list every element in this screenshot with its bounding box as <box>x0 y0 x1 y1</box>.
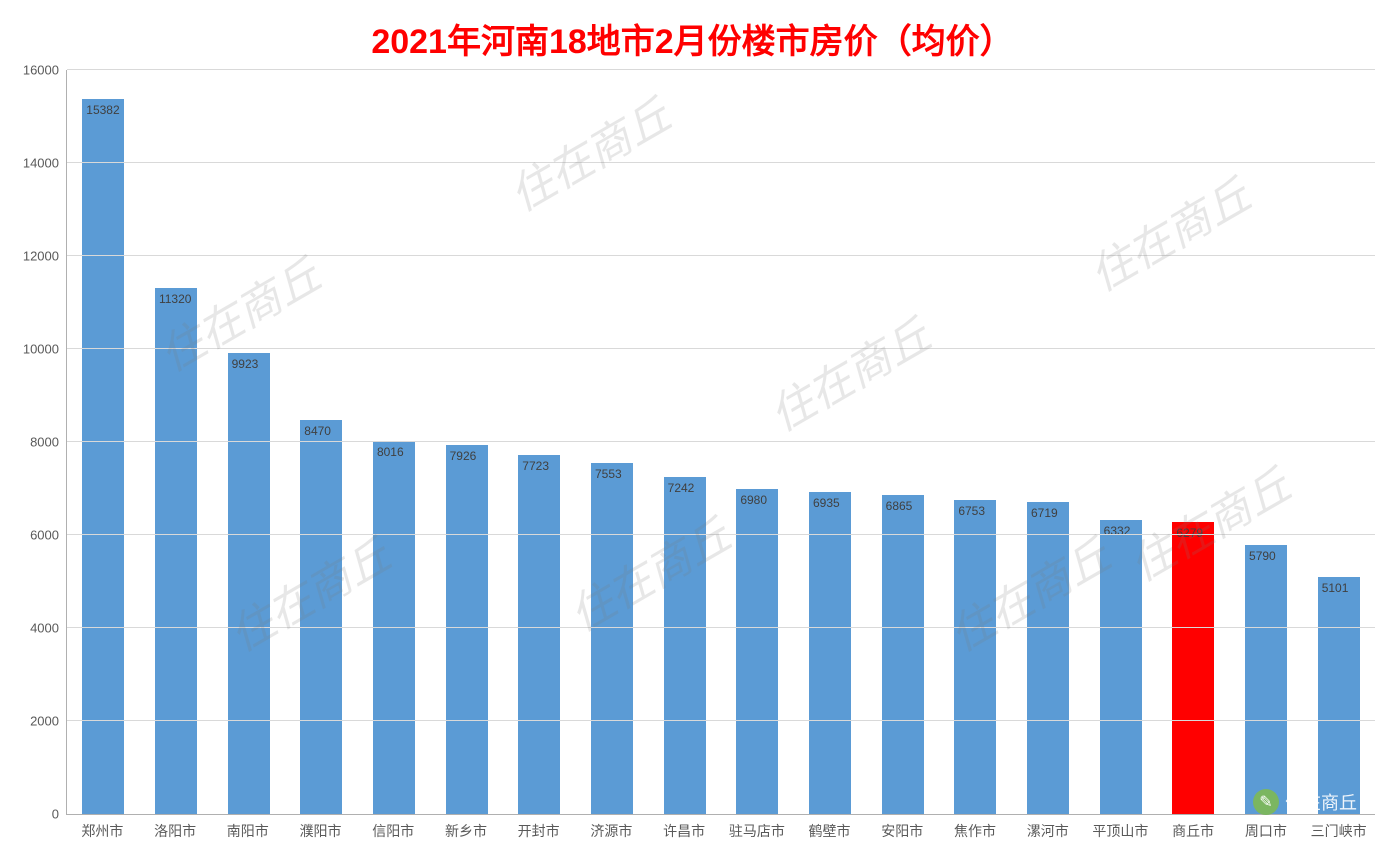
bar-slot: 6279 <box>1157 70 1230 814</box>
y-tick-label: 10000 <box>23 342 67 357</box>
bar-slot: 7926 <box>430 70 503 814</box>
y-tick-label: 6000 <box>30 528 67 543</box>
bar: 6279 <box>1172 522 1214 814</box>
x-tick-label: 许昌市 <box>648 815 721 845</box>
x-tick-label: 济源市 <box>575 815 648 845</box>
bar-value-label: 7926 <box>450 449 477 463</box>
y-tick-label: 2000 <box>30 714 67 729</box>
plot-area: 15382 11320 9923 8470 8016 7926 7723 7553 7242 69… <box>66 70 1375 815</box>
x-tick-label: 焦作市 <box>939 815 1012 845</box>
x-tick-label: 濮阳市 <box>284 815 357 845</box>
bars-container: 15382 11320 9923 8470 8016 7926 7723 7553 7242 69… <box>67 70 1375 814</box>
bar-slot: 5790 <box>1230 70 1303 814</box>
bar-slot: 9923 <box>212 70 285 814</box>
bar-value-label: 7553 <box>595 467 622 481</box>
gridline: 16000 <box>67 69 1375 70</box>
bar-slot: 7242 <box>648 70 721 814</box>
x-tick-label: 漯河市 <box>1011 815 1084 845</box>
x-tick-label: 开封市 <box>502 815 575 845</box>
gridline: 8000 <box>67 441 1375 442</box>
bar: 6935 <box>809 492 851 814</box>
bar-slot: 5101 <box>1302 70 1375 814</box>
x-tick-label: 南阳市 <box>211 815 284 845</box>
x-tick-label: 安阳市 <box>866 815 939 845</box>
bar-slot: 6332 <box>1084 70 1157 814</box>
bar: 11320 <box>155 288 197 814</box>
x-tick-label: 洛阳市 <box>139 815 212 845</box>
bar-slot: 6719 <box>1012 70 1085 814</box>
gridline: 6000 <box>67 534 1375 535</box>
bar-value-label: 15382 <box>86 103 119 117</box>
x-tick-label: 三门峡市 <box>1302 815 1375 845</box>
gridline: 4000 <box>67 627 1375 628</box>
bar: 7723 <box>518 455 560 814</box>
chart-title: 2021年河南18地市2月份楼市房价（均价） <box>0 0 1385 63</box>
x-axis-labels: 郑州市洛阳市南阳市濮阳市信阳市新乡市开封市济源市许昌市驻马店市鹤壁市安阳市焦作市… <box>66 815 1375 845</box>
bar: 9923 <box>228 353 270 814</box>
bar: 7926 <box>446 445 488 814</box>
bar: 5790 <box>1245 545 1287 814</box>
y-tick-label: 4000 <box>30 621 67 636</box>
bar-value-label: 9923 <box>232 357 259 371</box>
bar-value-label: 5790 <box>1249 549 1276 563</box>
bar-slot: 7553 <box>576 70 649 814</box>
y-tick-label: 8000 <box>30 435 67 450</box>
bar: 6332 <box>1100 520 1142 814</box>
x-tick-label: 平顶山市 <box>1084 815 1157 845</box>
gridline: 0 <box>67 813 1375 814</box>
bar-value-label: 8016 <box>377 445 404 459</box>
bar: 6753 <box>954 500 996 814</box>
bar-value-label: 6753 <box>958 504 985 518</box>
gridline: 12000 <box>67 255 1375 256</box>
bar-value-label: 8470 <box>304 424 331 438</box>
x-tick-label: 新乡市 <box>430 815 503 845</box>
y-tick-label: 14000 <box>23 156 67 171</box>
bar: 8470 <box>300 420 342 814</box>
bar-slot: 6935 <box>794 70 867 814</box>
bar-slot: 6865 <box>866 70 939 814</box>
y-tick-label: 16000 <box>23 63 67 78</box>
bar: 6865 <box>882 495 924 814</box>
gridline: 14000 <box>67 162 1375 163</box>
bar-value-label: 6332 <box>1104 524 1131 538</box>
bar-value-label: 6865 <box>886 499 913 513</box>
bar: 7553 <box>591 463 633 814</box>
x-tick-label: 信阳市 <box>357 815 430 845</box>
bar-slot: 15382 <box>67 70 140 814</box>
bar: 6719 <box>1027 502 1069 814</box>
x-tick-label: 郑州市 <box>66 815 139 845</box>
bar-slot: 6980 <box>721 70 794 814</box>
bar-value-label: 6719 <box>1031 506 1058 520</box>
x-tick-label: 周口市 <box>1230 815 1303 845</box>
bar: 15382 <box>82 99 124 814</box>
bar: 7242 <box>664 477 706 814</box>
x-tick-label: 商丘市 <box>1157 815 1230 845</box>
bar-slot: 8016 <box>358 70 431 814</box>
bar: 5101 <box>1318 577 1360 814</box>
bar-slot: 7723 <box>503 70 576 814</box>
bar-slot: 11320 <box>140 70 213 814</box>
gridline: 10000 <box>67 348 1375 349</box>
bar-value-label: 7723 <box>522 459 549 473</box>
bar-slot: 8470 <box>285 70 358 814</box>
bar-value-label: 6980 <box>740 493 767 507</box>
bar-value-label: 5101 <box>1322 581 1349 595</box>
x-tick-label: 鹤壁市 <box>793 815 866 845</box>
gridline: 2000 <box>67 720 1375 721</box>
y-tick-label: 0 <box>52 807 67 822</box>
chart-area: 15382 11320 9923 8470 8016 7926 7723 7553 7242 69… <box>0 70 1385 845</box>
y-tick-label: 12000 <box>23 249 67 264</box>
x-tick-label: 驻马店市 <box>720 815 793 845</box>
bar-value-label: 7242 <box>668 481 695 495</box>
bar-value-label: 11320 <box>159 292 191 306</box>
bar-slot: 6753 <box>939 70 1012 814</box>
bar: 6980 <box>736 489 778 814</box>
bar-value-label: 6935 <box>813 496 840 510</box>
